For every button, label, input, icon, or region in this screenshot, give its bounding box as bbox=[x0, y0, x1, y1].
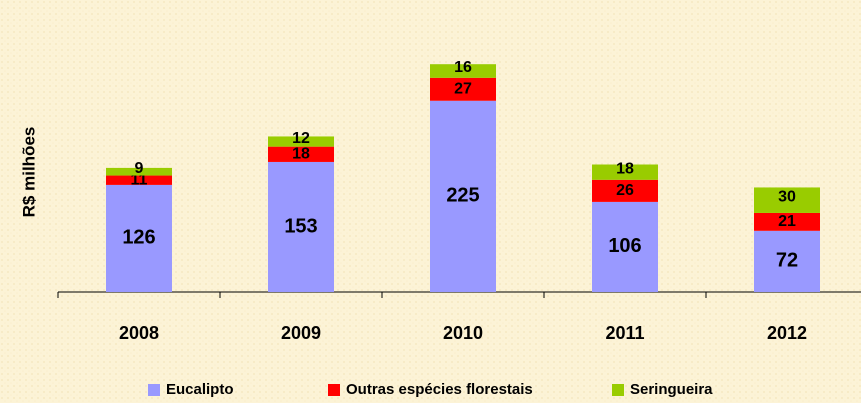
data-label: 16 bbox=[454, 59, 472, 76]
legend-label: Seringueira bbox=[630, 381, 713, 398]
bar-segment bbox=[430, 77, 496, 101]
bar-segment bbox=[754, 212, 820, 231]
bar-segment bbox=[592, 179, 658, 202]
bar-segment bbox=[106, 167, 172, 176]
bar-segment bbox=[430, 100, 496, 292]
data-label: 12 bbox=[292, 130, 310, 147]
legend-swatch bbox=[328, 384, 340, 396]
bar-segment bbox=[592, 201, 658, 292]
data-label: 225 bbox=[446, 185, 479, 207]
legend-label: Outras espécies florestais bbox=[346, 381, 533, 398]
legend-swatch bbox=[148, 384, 160, 396]
x-tick-label: 2012 bbox=[767, 323, 807, 343]
data-label: 30 bbox=[778, 188, 796, 205]
data-label: 126 bbox=[122, 227, 155, 249]
x-tick-label: 2008 bbox=[119, 323, 159, 343]
bar-segment bbox=[268, 161, 334, 292]
y-axis-label: R$ milhões bbox=[19, 127, 38, 218]
bar-segment bbox=[754, 230, 820, 292]
data-label: 11 bbox=[131, 171, 148, 188]
bar-segment bbox=[106, 175, 172, 185]
x-tick-label: 2010 bbox=[443, 323, 483, 343]
bar-segment bbox=[106, 184, 172, 292]
data-label: 72 bbox=[776, 250, 798, 272]
legend-label: Eucalipto bbox=[166, 381, 234, 398]
bar-segment bbox=[592, 164, 658, 180]
x-tick-label: 2011 bbox=[605, 323, 644, 343]
bar-segment bbox=[268, 136, 334, 147]
bar-segment bbox=[754, 187, 820, 213]
data-label: 26 bbox=[616, 182, 634, 199]
x-tick-label: 2009 bbox=[281, 323, 321, 343]
legend-swatch bbox=[612, 384, 624, 396]
data-label: 9 bbox=[135, 160, 144, 177]
data-label: 27 bbox=[454, 80, 472, 97]
data-label: 18 bbox=[292, 146, 310, 163]
data-label: 106 bbox=[608, 235, 641, 257]
bar-segment bbox=[268, 146, 334, 162]
data-label: 21 bbox=[778, 213, 796, 230]
bar-segment bbox=[430, 64, 496, 78]
data-label: 18 bbox=[616, 160, 634, 177]
data-label: 153 bbox=[284, 215, 317, 237]
